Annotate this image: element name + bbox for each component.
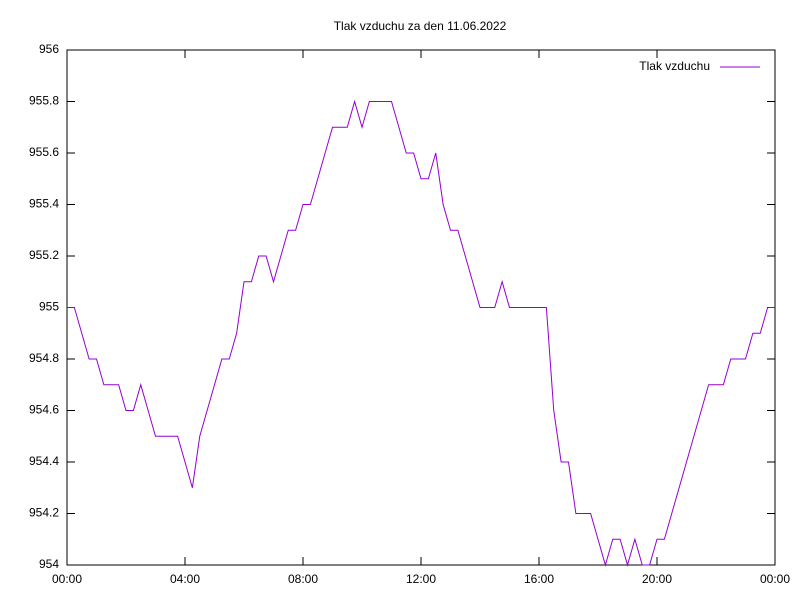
x-tick-label: 04:00	[170, 572, 200, 586]
data-line	[67, 99, 775, 567]
y-tick-label: 954.6	[29, 403, 59, 417]
y-tick-label: 955.2	[29, 248, 59, 262]
chart-title: Tlak vzduchu za den 11.06.2022	[334, 19, 507, 33]
y-tick-label: 955.4	[29, 197, 59, 211]
y-tick-label: 954.2	[29, 506, 59, 520]
legend-label: Tlak vzduchu	[639, 59, 710, 73]
x-tick-label: 00:00	[760, 572, 790, 586]
y-tick-label: 954.4	[29, 454, 59, 468]
y-tick-label: 954	[39, 557, 59, 571]
x-tick-label: 12:00	[406, 572, 436, 586]
x-tick-label: 20:00	[642, 572, 672, 586]
y-tick-label: 955.8	[29, 94, 59, 108]
y-tick-label: 955.6	[29, 145, 59, 159]
plot-border	[66, 49, 776, 566]
x-tick-label: 00:00	[52, 572, 82, 586]
y-tick-label: 955	[39, 300, 59, 314]
x-tick-label: 16:00	[524, 572, 554, 586]
y-tick-label: 956	[39, 42, 59, 56]
x-tick-label: 08:00	[288, 572, 318, 586]
y-tick-label: 954.8	[29, 351, 59, 365]
